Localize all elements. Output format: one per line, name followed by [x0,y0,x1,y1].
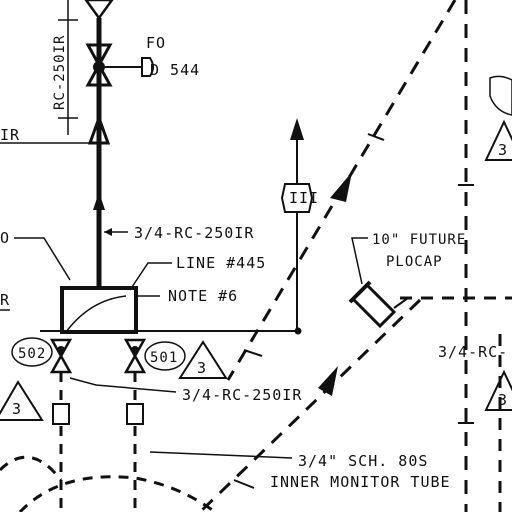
ir-left-label: IR [0,126,20,144]
flow-arrow-main [93,192,105,210]
d544-label: D 544 [150,61,200,79]
reference-line-III [290,118,304,331]
tri-3-c-label: 3 [498,141,508,159]
line-spec-lower-label: 3/4-RC-250IR [182,386,302,404]
fo-label: FO [146,34,166,52]
dimension-rc: RC-250IR [52,0,78,135]
right-cloud [489,75,512,116]
tube-label-1: 3/4" SCH. 80S [298,452,428,470]
fo-instrument-tag: FO D 544 [141,34,200,79]
hex-III-label: III [289,189,319,207]
tube-callout: 3/4" SCH. 80S INNER MONITOR TUBE [270,452,451,491]
dashed-arc-bottom [18,475,216,512]
note-6-label: NOTE #6 [168,287,238,305]
valve-502-label: 502 [18,346,46,362]
tube-label-2: INNER MONITOR TUBE [270,473,451,491]
note-6-callout: NOTE #6 [138,287,238,305]
rc-vertical-label: RC-250IR [52,35,68,110]
line-445-callout: LINE #445 [129,254,266,291]
valve-501: 501 [123,338,186,374]
dashed-arc-bottom-left [0,455,63,481]
tri-3-b-label: 3 [12,400,22,418]
reducer-symbol [87,113,111,145]
valve-501-label: 501 [150,350,178,366]
small-box-right [126,403,144,425]
triangle-tag-b: 3 [0,380,44,421]
future-label-2: PLOCAP [386,254,443,270]
line-spec-lower: 3/4-RC-250IR [69,377,302,404]
note-6-curve [65,295,127,333]
flow-arrow-diagonal-lower [318,366,338,396]
left-r-label: R [0,291,10,309]
flow-arrow-diagonal-upper [330,172,352,202]
line-spec-upper: 3/4-RC-250IR [104,224,254,242]
future-label-1: 10" FUTURE [372,232,466,248]
tri-3-d-label: 3 [498,391,508,409]
valve-502: 502 [11,337,73,374]
triangle-tag-d: 3 [484,369,512,411]
hex-tag-III: III [280,183,319,213]
line-445-label: LINE #445 [176,254,266,272]
left-o-leader [14,237,71,281]
small-box-left [52,403,70,425]
note-6-box [60,286,138,334]
ir-left-callout: IR [0,126,92,144]
triangle-tag-a: 3 [178,340,228,379]
gate-valve-upper [85,43,142,87]
tri-3-a-label: 3 [197,359,207,377]
future-plugcap-callout: 10" FUTURE PLOCAP [351,232,466,285]
line-spec-upper-label: 3/4-RC-250IR [134,224,254,242]
triangle-tag-c: 3 [484,119,512,161]
dashed-diagonal-lower [198,298,422,512]
plug-cap-symbol [348,280,409,329]
top-valve-symbol [84,0,114,21]
left-o-label: O [0,229,10,247]
line-spec-right-label: 3/4-RC- [438,343,508,361]
